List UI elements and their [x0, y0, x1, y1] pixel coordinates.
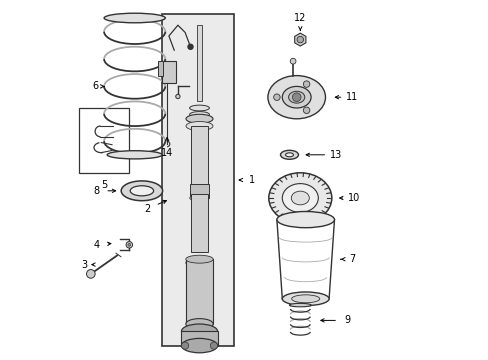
Bar [185, 259, 213, 324]
Text: 3: 3 [81, 260, 87, 270]
Circle shape [175, 94, 180, 99]
Text: 11: 11 [346, 92, 358, 102]
Text: 6: 6 [92, 81, 98, 91]
Text: 12: 12 [293, 13, 306, 23]
Text: 13: 13 [329, 150, 342, 160]
Circle shape [303, 81, 309, 87]
Bar [190, 194, 208, 252]
Text: 1: 1 [248, 175, 254, 185]
Bar [190, 126, 208, 198]
Ellipse shape [189, 125, 209, 130]
Ellipse shape [289, 303, 310, 307]
Ellipse shape [189, 112, 209, 117]
Bar [189, 184, 209, 198]
Text: 10: 10 [347, 193, 360, 203]
Ellipse shape [189, 105, 209, 111]
Circle shape [303, 107, 309, 113]
Bar [181, 331, 217, 346]
Ellipse shape [107, 151, 162, 159]
Bar [158, 61, 163, 76]
Ellipse shape [267, 76, 325, 119]
Ellipse shape [104, 13, 165, 23]
Circle shape [210, 342, 217, 349]
Bar [162, 14, 233, 346]
Ellipse shape [121, 181, 163, 201]
Text: 9: 9 [344, 315, 349, 325]
Circle shape [127, 243, 130, 246]
Text: 8: 8 [93, 186, 99, 196]
Circle shape [296, 36, 303, 43]
Circle shape [289, 58, 295, 64]
Polygon shape [294, 33, 305, 46]
Ellipse shape [291, 295, 319, 303]
Ellipse shape [280, 150, 298, 159]
Ellipse shape [189, 118, 209, 124]
Circle shape [273, 94, 280, 100]
Bar [162, 61, 176, 83]
Text: 7: 7 [348, 254, 355, 264]
Ellipse shape [291, 191, 309, 205]
Text: 4: 4 [94, 240, 100, 250]
Ellipse shape [181, 338, 217, 353]
Ellipse shape [276, 211, 334, 228]
Ellipse shape [185, 319, 213, 329]
Bar [197, 25, 202, 101]
Ellipse shape [282, 86, 310, 108]
Ellipse shape [282, 292, 328, 306]
Circle shape [181, 342, 188, 349]
Ellipse shape [185, 255, 213, 263]
Ellipse shape [130, 186, 153, 196]
Text: 2: 2 [144, 204, 150, 214]
Ellipse shape [285, 153, 293, 157]
Ellipse shape [185, 122, 213, 130]
Text: 5: 5 [101, 180, 107, 190]
Circle shape [187, 44, 193, 49]
Ellipse shape [268, 173, 331, 223]
Ellipse shape [189, 195, 209, 201]
Ellipse shape [282, 184, 318, 212]
Ellipse shape [181, 324, 217, 338]
Circle shape [126, 242, 132, 248]
Bar [79, 108, 129, 173]
Ellipse shape [288, 91, 304, 103]
Ellipse shape [185, 114, 213, 123]
Circle shape [86, 270, 95, 278]
Circle shape [292, 93, 301, 102]
Text: 14: 14 [161, 148, 173, 158]
Ellipse shape [185, 257, 213, 268]
